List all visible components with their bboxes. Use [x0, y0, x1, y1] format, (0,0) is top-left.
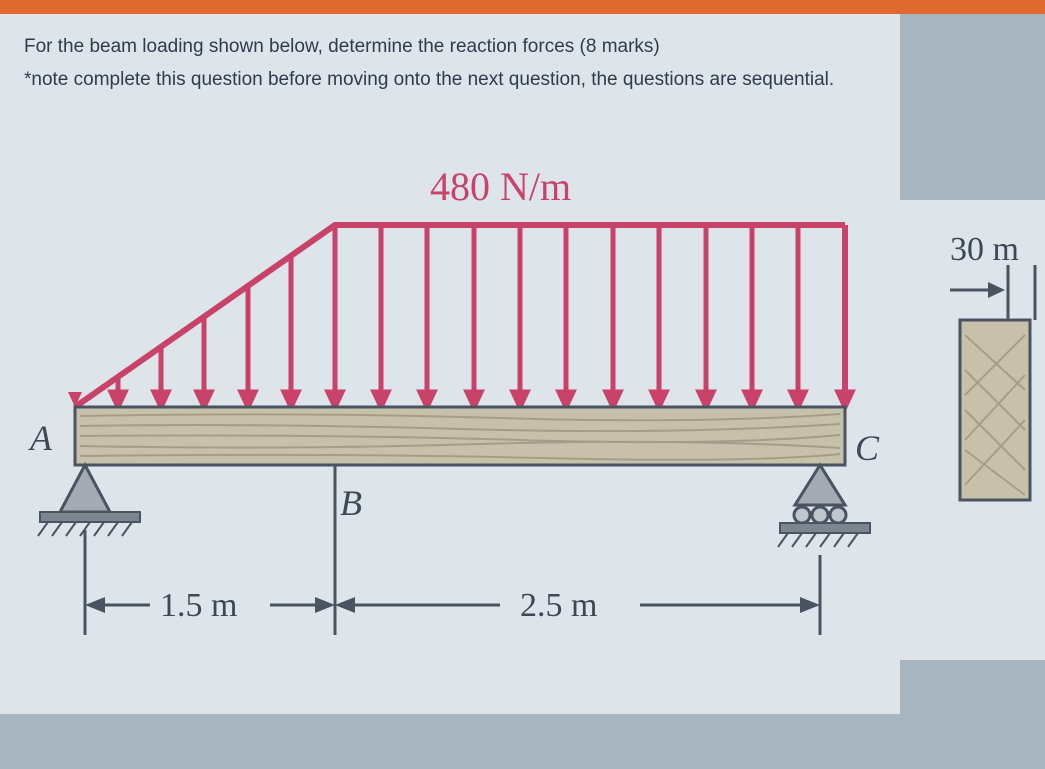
beam-body — [75, 407, 845, 465]
diagram-svg: 480 N/m — [0, 160, 1045, 720]
dimension-bc: 2.5 m — [335, 587, 820, 624]
distributed-load — [68, 225, 852, 407]
label-c: C — [855, 428, 880, 468]
side-section: 30 m — [950, 231, 1035, 500]
question-line-2: *note complete this question before movi… — [24, 65, 876, 94]
load-label: 480 N/m — [430, 164, 571, 209]
label-b: B — [340, 483, 362, 523]
question-text-block: For the beam loading shown below, determ… — [24, 32, 876, 95]
label-a: A — [28, 418, 53, 458]
beam-diagram: 480 N/m — [0, 160, 1045, 720]
side-dim-text: 30 m — [950, 231, 1019, 268]
header-accent-bar — [0, 0, 1045, 14]
dimension-ab: 1.5 m — [85, 587, 335, 624]
support-c-roller — [778, 465, 870, 547]
question-line-1: For the beam loading shown below, determ… — [24, 32, 876, 61]
support-a-pin — [38, 465, 140, 536]
dim-bc-text: 2.5 m — [520, 587, 597, 624]
dim-ab-text: 1.5 m — [160, 587, 237, 624]
